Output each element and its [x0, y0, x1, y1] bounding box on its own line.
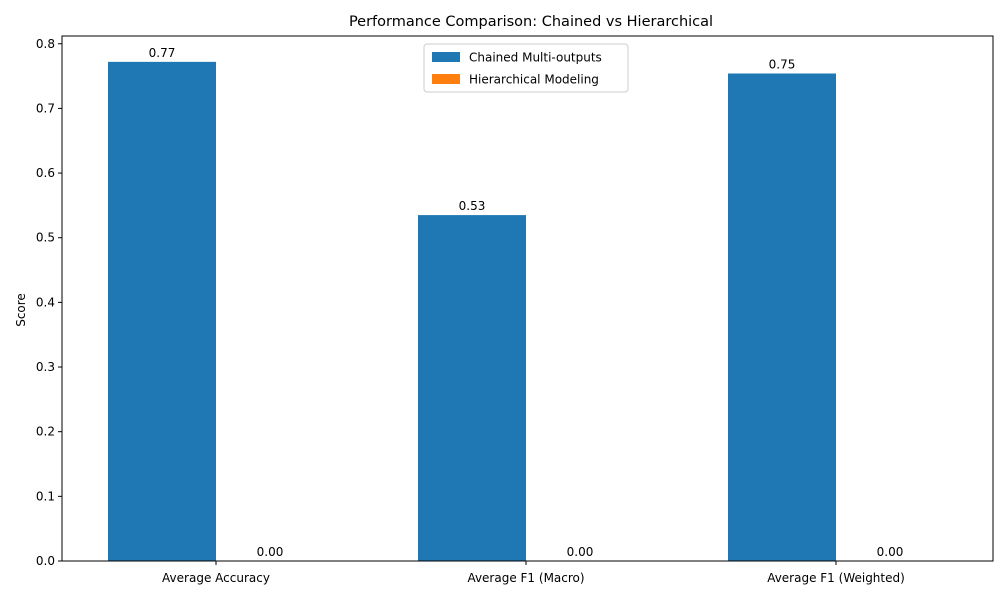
bar-value-label: 0.53: [459, 199, 486, 213]
bars-layer: [108, 61, 836, 562]
legend-box: [423, 43, 629, 93]
bar-chained: [728, 73, 836, 561]
y-tick-label: 0.1: [36, 489, 55, 503]
bar-value-label: 0.75: [769, 58, 796, 72]
y-tick-label: 0.5: [36, 231, 55, 245]
legend: Chained Multi-outputs Hierarchical Modeli…: [423, 43, 629, 93]
bar-value-label: 0.00: [257, 545, 284, 559]
x-tick-label: Average F1 (Macro): [467, 571, 584, 585]
x-tick-label: Average F1 (Weighted): [767, 571, 905, 585]
y-tick-label: 0.4: [36, 295, 55, 309]
x-axis: Average Accuracy Average F1 (Macro) Averag…: [162, 561, 905, 585]
legend-swatch: [432, 52, 460, 62]
x-tick-label: Average Accuracy: [162, 571, 270, 585]
chart-title: Performance Comparison: Chained vs Hiera…: [349, 14, 713, 30]
y-axis: 0.0 0.1 0.2 0.3 0.4 0.5 0.6 0.7 0.8: [36, 37, 62, 568]
y-tick-label: 0.6: [36, 166, 55, 180]
bar-value-label: 0.00: [877, 545, 904, 559]
bar-value-label: 0.77: [149, 46, 176, 60]
bar-value-label: 0.00: [567, 545, 594, 559]
plot-frame: [61, 35, 994, 562]
bar-chained: [418, 215, 526, 561]
y-axis-title: Score: [14, 293, 28, 327]
bar-chained: [108, 61, 216, 562]
y-tick-label: 0.7: [36, 101, 55, 115]
data-labels-layer: 0.77 0.00 0.53 0.00 0.75 0.00: [149, 46, 904, 559]
legend-swatch: [432, 74, 460, 84]
legend-label: Chained Multi-outputs: [469, 51, 602, 65]
y-tick-label: 0.3: [36, 360, 55, 374]
y-tick-label: 0.0: [36, 554, 55, 568]
legend-label: Hierarchical Modeling: [469, 73, 599, 87]
y-tick-label: 0.2: [36, 425, 55, 439]
y-tick-label: 0.8: [36, 37, 55, 51]
